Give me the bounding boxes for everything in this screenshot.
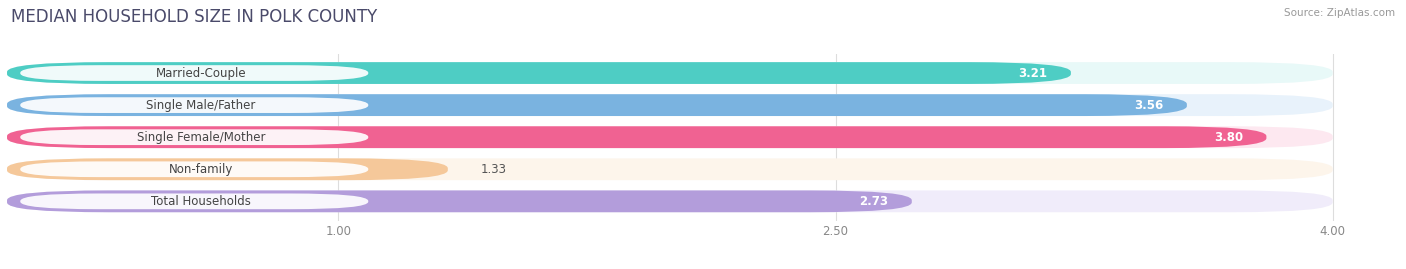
Text: Married-Couple: Married-Couple (156, 66, 246, 80)
FancyBboxPatch shape (7, 190, 911, 212)
FancyBboxPatch shape (7, 62, 1071, 84)
Text: Single Male/Father: Single Male/Father (146, 99, 256, 112)
Text: Single Female/Mother: Single Female/Mother (136, 131, 266, 144)
FancyBboxPatch shape (20, 65, 368, 81)
FancyBboxPatch shape (7, 126, 1333, 148)
Text: Non-family: Non-family (169, 163, 233, 176)
Text: 3.21: 3.21 (1019, 66, 1047, 80)
FancyBboxPatch shape (20, 193, 368, 209)
FancyBboxPatch shape (7, 158, 447, 180)
FancyBboxPatch shape (7, 94, 1333, 116)
Text: 3.56: 3.56 (1135, 99, 1164, 112)
FancyBboxPatch shape (7, 190, 1333, 212)
FancyBboxPatch shape (20, 161, 368, 177)
Text: Source: ZipAtlas.com: Source: ZipAtlas.com (1284, 8, 1395, 18)
FancyBboxPatch shape (7, 94, 1187, 116)
FancyBboxPatch shape (7, 158, 1333, 180)
FancyBboxPatch shape (7, 62, 1333, 84)
Text: Total Households: Total Households (150, 195, 250, 208)
FancyBboxPatch shape (20, 97, 368, 113)
FancyBboxPatch shape (20, 129, 368, 145)
FancyBboxPatch shape (7, 126, 1267, 148)
Text: 1.33: 1.33 (481, 163, 508, 176)
Text: 3.80: 3.80 (1213, 131, 1243, 144)
Text: 2.73: 2.73 (859, 195, 889, 208)
Text: MEDIAN HOUSEHOLD SIZE IN POLK COUNTY: MEDIAN HOUSEHOLD SIZE IN POLK COUNTY (11, 8, 377, 26)
